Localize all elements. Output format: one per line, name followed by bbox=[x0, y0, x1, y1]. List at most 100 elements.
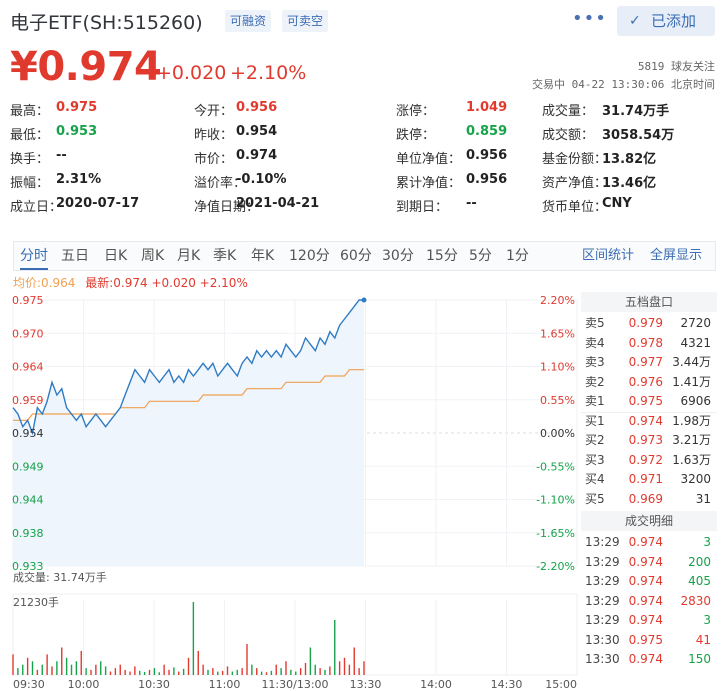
chart-legend: 均价:0.964 最新:0.974 +0.020 +2.10% bbox=[13, 274, 248, 291]
pct-tick-label: -1.65% bbox=[536, 527, 575, 540]
stat-value: 0.975 bbox=[56, 100, 98, 115]
trade-time: 13:29 bbox=[585, 554, 620, 569]
orderbook-k: 买2 bbox=[585, 433, 605, 447]
trade-qty: 405 bbox=[688, 574, 711, 588]
current-price: ¥0.974 bbox=[10, 44, 162, 90]
orderbook-k: 买5 bbox=[585, 491, 605, 506]
follow-button[interactable]: ✓ 已添加 bbox=[617, 6, 715, 36]
stat-key: 成立日： bbox=[10, 200, 63, 215]
orderbook-p: 0.979 bbox=[628, 316, 663, 330]
price-area bbox=[13, 300, 364, 566]
trade-price: 0.974 bbox=[628, 574, 663, 588]
range-stats-button[interactable]: 区间统计 bbox=[582, 248, 635, 263]
x-tick-label: 14:30 bbox=[491, 678, 523, 691]
stat-value: 1.049 bbox=[466, 100, 508, 115]
stock-title: 电子ETF(SH:515260) bbox=[10, 12, 203, 34]
price-change: +0.020 bbox=[156, 62, 227, 84]
stat-value: 0.956 bbox=[466, 148, 508, 163]
orderbook-p: 0.973 bbox=[628, 433, 663, 447]
intraday-chart[interactable]: 0.975 0.970 0.964 0.959 0.954 0.949 0.944 0.938… bbox=[0, 290, 580, 691]
tab-2[interactable]: 日K bbox=[104, 248, 128, 264]
stat-key: 市价： bbox=[194, 152, 234, 167]
trade-time: 13:30 bbox=[585, 632, 620, 647]
trade-qty: 3 bbox=[703, 535, 711, 549]
orderbook-k: 买1 bbox=[585, 413, 605, 428]
stat-key: 资产净值： bbox=[542, 176, 608, 191]
stat-key: 货币单位： bbox=[542, 200, 608, 215]
y-tick-label: 0.970 bbox=[12, 327, 44, 340]
y-tick-label: 0.949 bbox=[12, 460, 44, 473]
y-tick-label: 0.938 bbox=[12, 527, 44, 540]
stat-value: 0.953 bbox=[56, 124, 98, 139]
price-change-pct: +2.10% bbox=[230, 62, 307, 84]
legend-avg: 均价:0.964 bbox=[13, 276, 76, 290]
trade-price: 0.975 bbox=[628, 632, 663, 647]
tab-4[interactable]: 月K bbox=[177, 248, 201, 264]
volume-area bbox=[12, 593, 578, 676]
orderbook-q: 2720 bbox=[680, 316, 711, 330]
trade-row: 13:29 0.974 405 bbox=[581, 572, 717, 592]
trade-row: 13:29 0.974 3 bbox=[581, 533, 717, 553]
stat-value: 0.956 bbox=[236, 100, 278, 115]
trade-qty: 2830 bbox=[680, 593, 711, 608]
bid-row: 买4 0.971 3200 bbox=[581, 470, 717, 490]
stat-key: 今开： bbox=[194, 104, 234, 119]
pct-tick-label: 1.65% bbox=[540, 327, 575, 340]
y-tick-label: 0.964 bbox=[12, 361, 44, 374]
stat-value: 2020-07-17 bbox=[56, 196, 140, 211]
tab-12[interactable]: 1分 bbox=[506, 248, 529, 264]
pct-tick-label: -2.20% bbox=[536, 560, 575, 573]
orderbook-p: 0.978 bbox=[628, 335, 663, 350]
ask-row: 卖1 0.975 6906 bbox=[581, 392, 717, 413]
stat-key: 振幅： bbox=[10, 176, 50, 191]
stat-value: 13.82亿 bbox=[602, 152, 657, 167]
x-tick-label: 11:00 bbox=[209, 678, 241, 691]
stat-key: 最低： bbox=[10, 128, 50, 143]
stat-value: 0.956 bbox=[466, 172, 508, 187]
orderbook-q: 3200 bbox=[680, 472, 711, 486]
trade-qty: 200 bbox=[688, 554, 711, 569]
pct-tick-label: 0.55% bbox=[540, 394, 575, 407]
trade-time: 13:29 bbox=[585, 574, 620, 588]
orderbook-q: 1.63万 bbox=[672, 452, 711, 467]
orderbook-k: 卖2 bbox=[585, 374, 605, 389]
trade-time: 13:30 bbox=[585, 652, 620, 666]
orderbook-q: 4321 bbox=[680, 335, 711, 350]
pct-tick-label: 0.00% bbox=[540, 427, 575, 440]
stat-value: 2021-04-21 bbox=[236, 196, 320, 211]
tab-0[interactable]: 分时 bbox=[20, 242, 48, 270]
tag-short-sell[interactable]: 可卖空 bbox=[282, 10, 329, 32]
trade-qty: 3 bbox=[703, 613, 711, 627]
stat-key: 涨停： bbox=[396, 104, 436, 119]
tag-margin-buy[interactable]: 可融资 bbox=[225, 10, 272, 32]
tab-7[interactable]: 120分 bbox=[289, 248, 330, 264]
y-tick-label: 0.975 bbox=[12, 294, 44, 307]
tab-11[interactable]: 5分 bbox=[469, 248, 492, 264]
tab-5[interactable]: 季K bbox=[213, 248, 237, 264]
stat-key: 成交额： bbox=[542, 128, 595, 143]
tab-9[interactable]: 30分 bbox=[382, 248, 414, 264]
trading-status: 交易中 04-22 13:30:06 北京时间 bbox=[532, 78, 715, 91]
trade-price: 0.974 bbox=[628, 652, 663, 666]
trade-qty: 41 bbox=[695, 632, 711, 647]
trade-time: 13:29 bbox=[585, 535, 620, 549]
trade-row: 13:30 0.974 150 bbox=[581, 650, 717, 670]
ask-row: 卖5 0.979 2720 bbox=[581, 314, 717, 334]
tab-3[interactable]: 周K bbox=[141, 248, 165, 264]
tab-1[interactable]: 五日 bbox=[61, 248, 89, 264]
orderbook-p: 0.974 bbox=[628, 413, 663, 428]
tab-8[interactable]: 60分 bbox=[340, 248, 372, 264]
orderbook-title: 五档盘口 bbox=[581, 292, 717, 312]
orderbook-q: 31 bbox=[695, 491, 711, 506]
trade-qty: 150 bbox=[688, 652, 711, 666]
more-icon[interactable]: ••• bbox=[572, 8, 607, 29]
fullscreen-button[interactable]: 全屏显示 bbox=[650, 248, 703, 263]
stat-key: 单位净值： bbox=[396, 152, 462, 167]
tab-10[interactable]: 15分 bbox=[426, 248, 458, 264]
trade-time: 13:29 bbox=[585, 593, 620, 608]
tab-6[interactable]: 年K bbox=[251, 248, 275, 264]
ask-row: 卖3 0.977 3.44万 bbox=[581, 353, 717, 373]
latest-point bbox=[361, 297, 367, 303]
orderbook-q: 3.21万 bbox=[672, 433, 711, 447]
x-tick-label: 10:30 bbox=[138, 678, 170, 691]
